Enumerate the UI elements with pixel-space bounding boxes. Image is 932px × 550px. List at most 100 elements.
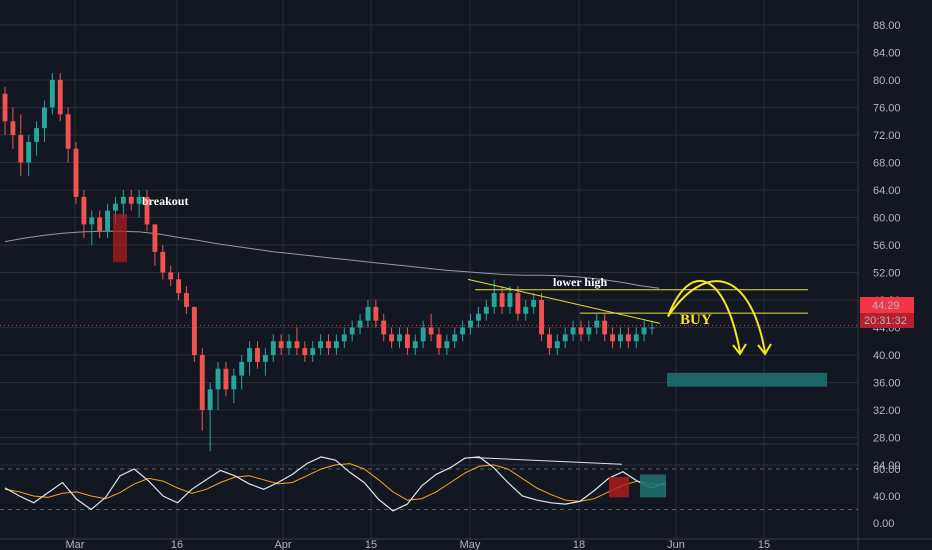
candle-down	[373, 306, 379, 321]
candle-up	[42, 107, 47, 129]
candle-up	[231, 375, 237, 390]
candle-up	[215, 368, 221, 390]
stoch-divergence-line	[472, 457, 623, 465]
stoch-d-line	[4, 463, 667, 502]
candle-up	[365, 306, 371, 321]
price-tick-label: 80.00	[873, 75, 901, 87]
candle-down	[128, 196, 134, 204]
candle-down	[428, 327, 434, 335]
target-zone-box	[667, 372, 827, 387]
candle-up	[531, 300, 537, 307]
arrowhead-1	[732, 343, 747, 356]
candle-down	[326, 341, 331, 349]
candle-down	[191, 306, 197, 355]
arrowhead-2	[757, 343, 772, 356]
candle-down	[152, 224, 158, 252]
candle-down	[436, 334, 442, 349]
stoch-tick-label: 80.00	[873, 464, 901, 476]
candle-down	[546, 334, 552, 349]
candle-up	[475, 313, 481, 321]
candle-up	[452, 334, 458, 342]
candle-up	[641, 327, 647, 335]
lower-high-trendline	[467, 278, 661, 324]
time-tick-label: 16	[171, 539, 183, 550]
candle-up	[136, 196, 142, 204]
candle-down	[160, 251, 166, 273]
stoch-tick-label: 40.00	[873, 491, 901, 503]
candle-up	[247, 348, 253, 362]
candle-down	[184, 293, 189, 307]
time-tick-label: 18	[573, 539, 585, 550]
candle-up	[310, 348, 316, 355]
time-tick-label: Mar	[66, 539, 85, 550]
stochastic-panel[interactable]: 80.00 40.00 0.00	[0, 456, 901, 530]
stoch-k-line	[4, 456, 667, 512]
candle-up	[349, 327, 355, 335]
candle-up	[594, 320, 600, 328]
price-tick-label: 76.00	[873, 103, 901, 115]
candle-up	[507, 293, 513, 307]
candle-up	[26, 141, 32, 163]
candle-up	[207, 389, 213, 410]
candle-up	[270, 341, 276, 355]
candle-up	[262, 355, 268, 362]
price-tick-label: 24.00	[873, 460, 901, 472]
candlestick-series[interactable]	[2, 73, 655, 452]
candle-down	[602, 320, 608, 335]
candle-down	[539, 300, 544, 335]
candle-up	[286, 341, 292, 349]
price-tick-label: 56.00	[873, 240, 901, 252]
candle-down	[625, 334, 631, 342]
candle-down	[144, 196, 150, 225]
candle-down	[81, 196, 87, 225]
candle-up	[318, 341, 324, 349]
candle-up	[562, 334, 568, 342]
candle-down	[223, 368, 229, 390]
candle-up	[105, 210, 111, 232]
time-axis[interactable]: Mar 16 Apr 15 May 18 Jun 15	[66, 539, 771, 550]
candle-down	[389, 334, 395, 342]
buy-label: BUY	[680, 312, 712, 328]
candle-up	[333, 341, 339, 349]
candle-up	[586, 327, 592, 335]
candle-down	[176, 279, 182, 294]
price-tick-label: 72.00	[873, 130, 901, 142]
candle-up	[460, 327, 466, 335]
price-tick-label: 36.00	[873, 378, 901, 390]
price-tick-label: 88.00	[873, 20, 901, 32]
candle-down	[278, 341, 284, 349]
stoch-red-box	[609, 477, 629, 498]
candle-down	[65, 114, 71, 149]
current-price-tag: 44.29 20:31:32	[860, 297, 914, 328]
projection-arrow-2	[667, 280, 766, 353]
candle-up	[120, 196, 126, 204]
candle-down	[302, 348, 308, 355]
candle-up	[34, 128, 40, 142]
price-tick-label: 64.00	[873, 185, 901, 197]
stoch-tick-label: 0.00	[873, 518, 894, 530]
stoch-teal-box	[640, 474, 666, 498]
candle-up	[444, 341, 450, 349]
countdown-box	[860, 313, 914, 328]
price-tick-label: 32.00	[873, 405, 901, 417]
candle-down	[610, 334, 615, 342]
candle-up	[649, 327, 655, 329]
candle-up	[523, 306, 529, 314]
price-tick-label: 40.00	[873, 350, 901, 362]
candle-down	[499, 293, 505, 307]
time-tick-label: Jun	[667, 539, 685, 550]
candle-up	[357, 320, 363, 328]
price-tick-label: 52.00	[873, 268, 901, 280]
candle-up	[633, 334, 639, 342]
candle-up	[412, 341, 418, 349]
candle-down	[2, 93, 8, 122]
candle-down	[515, 293, 521, 314]
candle-down	[73, 148, 79, 197]
candle-up	[89, 217, 95, 225]
annotations: breakout lower high BUY	[0, 194, 858, 387]
breakout-label: breakout	[142, 194, 188, 208]
breakout-highlight-box	[113, 214, 127, 263]
candle-down	[57, 80, 63, 115]
